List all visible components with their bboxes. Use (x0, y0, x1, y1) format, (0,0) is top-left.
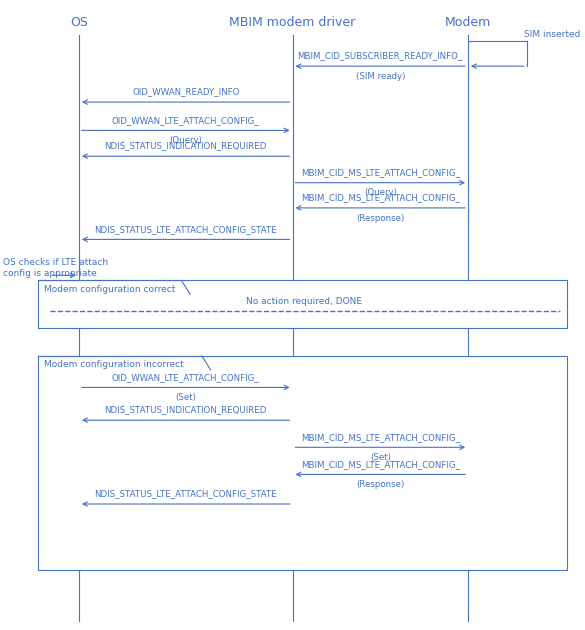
Bar (38, 280, 567, 328)
Text: MBIM modem driver: MBIM modem driver (229, 16, 356, 28)
Text: MBIM_CID_MS_LTE_ATTACH_CONFIG_: MBIM_CID_MS_LTE_ATTACH_CONFIG_ (301, 168, 460, 177)
Text: (Response): (Response) (356, 480, 404, 489)
Text: OID_WWAN_LTE_ATTACH_CONFIG_: OID_WWAN_LTE_ATTACH_CONFIG_ (112, 373, 260, 382)
Text: (Response): (Response) (356, 214, 404, 222)
Text: SIM inserted: SIM inserted (524, 30, 580, 39)
Text: (SIM ready): (SIM ready) (356, 72, 405, 81)
Text: MBIM_CID_MS_LTE_ATTACH_CONFIG_: MBIM_CID_MS_LTE_ATTACH_CONFIG_ (301, 460, 460, 469)
Bar (38, 356, 567, 570)
Text: OID_WWAN_READY_INFO: OID_WWAN_READY_INFO (132, 88, 239, 96)
Text: Modem configuration correct: Modem configuration correct (44, 285, 176, 294)
Text: (Set): (Set) (370, 453, 391, 462)
Text: (Query): (Query) (169, 136, 202, 145)
Text: Modem: Modem (445, 16, 491, 28)
Text: MBIM_CID_MS_LTE_ATTACH_CONFIG_: MBIM_CID_MS_LTE_ATTACH_CONFIG_ (301, 193, 460, 202)
Text: NDIS_STATUS_LTE_ATTACH_CONFIG_STATE: NDIS_STATUS_LTE_ATTACH_CONFIG_STATE (94, 225, 277, 234)
Text: OID_WWAN_LTE_ATTACH_CONFIG_: OID_WWAN_LTE_ATTACH_CONFIG_ (112, 116, 260, 125)
Text: (Query): (Query) (364, 188, 397, 197)
Text: (Set): (Set) (176, 393, 196, 402)
Text: MBIM_CID_MS_LTE_ATTACH_CONFIG_: MBIM_CID_MS_LTE_ATTACH_CONFIG_ (301, 433, 460, 442)
Text: OS: OS (70, 16, 88, 28)
Text: NDIS_STATUS_LTE_ATTACH_CONFIG_STATE: NDIS_STATUS_LTE_ATTACH_CONFIG_STATE (94, 490, 277, 498)
Text: Modem configuration incorrect: Modem configuration incorrect (44, 360, 184, 369)
Text: OS checks if LTE attach
config is appropriate: OS checks if LTE attach config is approp… (3, 258, 108, 278)
Text: No action required, DONE: No action required, DONE (246, 297, 362, 306)
Text: MBIM_CID_SUBSCRIBER_READY_INFO_: MBIM_CID_SUBSCRIBER_READY_INFO_ (298, 52, 463, 60)
Text: NDIS_STATUS_INDICATION_REQUIRED: NDIS_STATUS_INDICATION_REQUIRED (105, 406, 267, 415)
Text: NDIS_STATUS_INDICATION_REQUIRED: NDIS_STATUS_INDICATION_REQUIRED (105, 142, 267, 151)
